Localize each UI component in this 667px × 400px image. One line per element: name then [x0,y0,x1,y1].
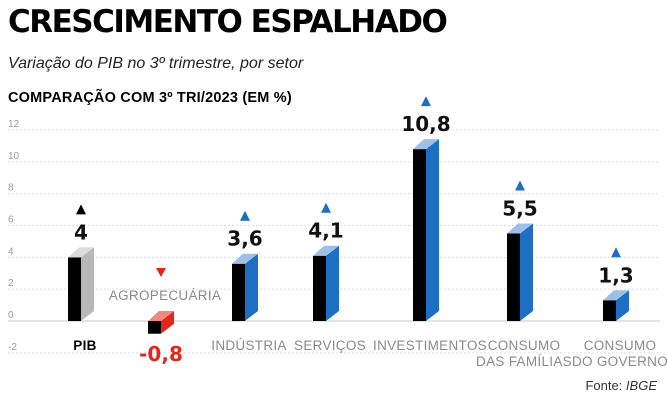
category-label: CONSUMO [488,338,561,353]
bar: -0,8 AGROPECUÁRIA [109,268,221,366]
bar-side [81,247,94,321]
bar-front [413,149,426,321]
y-tick-label: 4 [8,246,14,257]
bar-side [326,245,339,321]
category-label: INVESTIMENTOS [373,338,487,353]
bar-top [68,247,94,258]
category-label: DO GOVERNO [572,354,667,369]
y-tick-label: 10 [8,151,20,162]
y-tick-label: 8 [8,183,14,194]
source-note: Fonte: IBGE [585,378,657,393]
value-label: 1,3 [598,263,633,287]
bar-top [413,139,439,150]
bar-side [161,311,174,334]
category-label: PIB [73,338,96,353]
bar-front [148,321,161,334]
bar-side [245,253,258,321]
bar: 3,6 INDÚSTRIA [211,210,286,353]
category-label: AGROPECUÁRIA [109,288,221,303]
y-axis-label: COMPARAÇÃO COM 3º TRI/2023 (EM %) [8,90,292,106]
bar-side [520,223,533,321]
bar-top [148,311,174,321]
up-arrow-icon [76,204,86,215]
bar-top [232,253,258,264]
bar-front [603,300,616,321]
up-arrow-icon [611,247,621,258]
source-name: IBGE [625,378,657,393]
category-label: SERVIÇOS [294,338,366,353]
y-tick-label: 6 [8,215,14,226]
source-prefix: Fonte: [585,378,623,393]
bar-top [603,290,629,301]
value-label: 5,5 [502,196,537,220]
up-arrow-icon [321,202,331,213]
value-label: -0,8 [139,342,183,366]
bar: 4,1 SERVIÇOS [294,202,366,353]
bar-front [507,233,520,321]
down-arrow-icon [156,268,166,277]
value-label: 4,1 [308,219,343,243]
bar: 4 PIB [68,204,96,353]
value-label: 4 [74,220,88,244]
value-label: 10,8 [401,112,450,136]
chart-subtitle: Variação do PIB no 3º trimestre, por set… [8,55,304,72]
y-tick-label: 0 [8,310,14,321]
bar-front [232,263,245,321]
bar-front [68,257,81,321]
bar-front [313,255,326,321]
value-label: 3,6 [227,227,262,251]
y-tick-label: -2 [8,342,17,353]
y-tick-label: 12 [8,119,20,130]
bar-top [313,245,339,256]
chart-title: CRESCIMENTO ESPALHADO [8,4,448,40]
category-label: CONSUMO [584,338,657,353]
bar-side [426,139,439,321]
y-tick-label: 2 [8,278,14,289]
bar-side [616,290,629,321]
bar: 10,8 INVESTIMENTOS [373,96,487,353]
up-arrow-icon [515,180,525,191]
bar-top [507,223,533,234]
up-arrow-icon [240,210,250,221]
category-label: DAS FAMÍLIAS [476,354,572,369]
up-arrow-icon [421,96,431,107]
category-label: INDÚSTRIA [211,338,286,353]
